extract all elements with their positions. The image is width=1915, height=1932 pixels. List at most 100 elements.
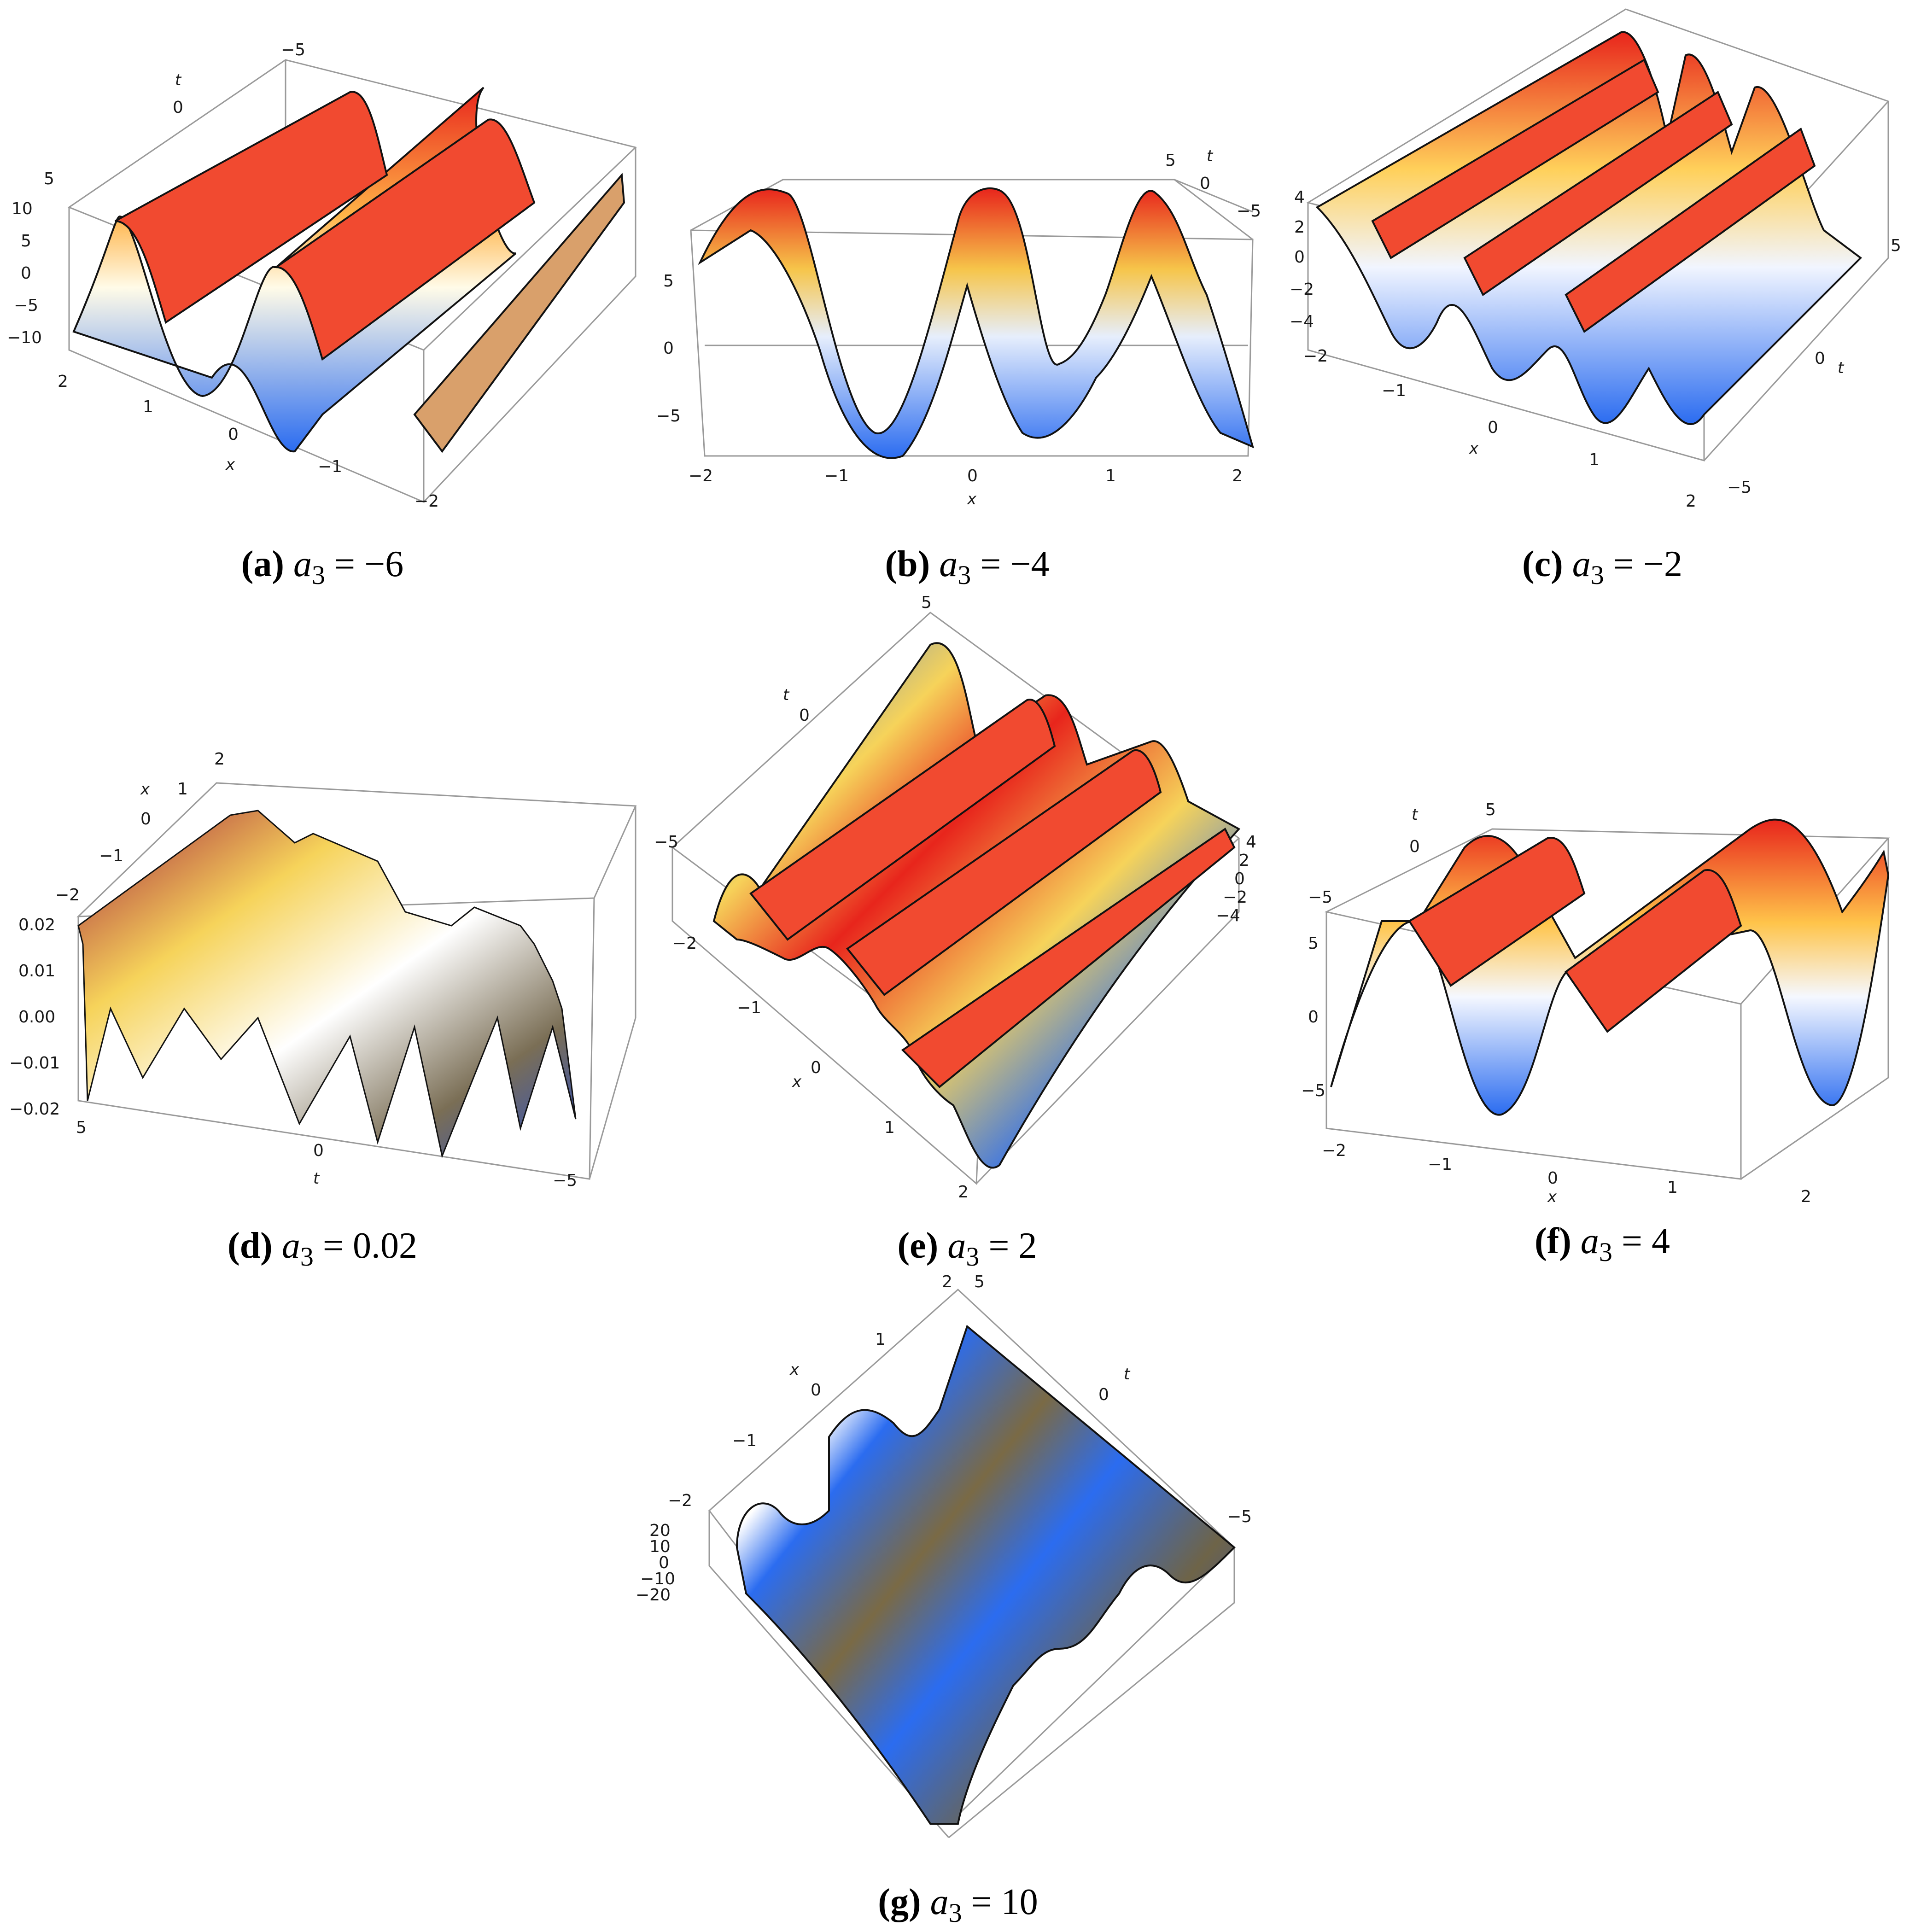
caption-d: (d) a3 = 0.02 bbox=[228, 1226, 417, 1272]
tick-label: 5 bbox=[921, 593, 932, 612]
tick-label: 0 bbox=[663, 339, 674, 358]
surface-plot-g: 2 1 0 −1 −2 x 5 0 −5 t 20 10 0 −10 −20 bbox=[636, 1272, 1252, 1839]
tick-label: −5 bbox=[1727, 478, 1752, 497]
z-axis-ticks: 10 5 0 −5 −10 bbox=[7, 199, 42, 347]
axis-name-t: t bbox=[313, 1169, 320, 1188]
tick-label: −5 bbox=[1301, 1081, 1325, 1100]
tick-label: 5 bbox=[1165, 151, 1176, 170]
tick-label: −10 bbox=[640, 1570, 675, 1588]
tick-label: 0.02 bbox=[18, 916, 55, 934]
tick-label: 0 bbox=[140, 810, 151, 829]
tick-label: 5 bbox=[663, 272, 674, 291]
x-axis-ticks: 2 1 0 −1 −2 bbox=[58, 372, 439, 511]
x-axis-ticks: −2 −1 0 1 2 bbox=[672, 934, 969, 1202]
tick-label: −1 bbox=[1382, 381, 1406, 400]
caption-f: (f) a3 = 4 bbox=[1534, 1221, 1670, 1267]
wave-tail bbox=[413, 173, 625, 453]
tick-label: −2 bbox=[415, 492, 439, 511]
tick-label: −5 bbox=[553, 1171, 577, 1190]
tick-label: 2 bbox=[1686, 492, 1696, 511]
x-axis-ticks: 2 1 0 −1 −2 bbox=[668, 1272, 952, 1510]
tick-label: −5 bbox=[14, 296, 38, 315]
tick-label: 2 bbox=[1232, 467, 1243, 485]
tick-label: 0 bbox=[228, 425, 239, 444]
tick-label: 0 bbox=[173, 98, 183, 117]
tick-label: 2 bbox=[958, 1183, 969, 1202]
tick-label: 5 bbox=[1308, 934, 1319, 953]
axis-name-t: t bbox=[175, 71, 182, 89]
surface-plot-e: 5 0 −5 t −2 −1 0 1 2 x 4 2 0 −2 −4 bbox=[654, 593, 1256, 1202]
tick-label: −5 bbox=[1308, 888, 1332, 907]
t-axis-ticks: 5 0 −5 bbox=[974, 1272, 1252, 1526]
tick-label: −1 bbox=[1428, 1155, 1452, 1174]
tick-label: 0 bbox=[313, 1141, 324, 1160]
tick-label: 0 bbox=[659, 1553, 669, 1572]
axis-name-x: x bbox=[1547, 1188, 1557, 1206]
tick-label: 5 bbox=[76, 1118, 87, 1137]
wave-ridge bbox=[1408, 837, 1586, 987]
z-axis-ticks: 5 0 −5 bbox=[1301, 934, 1325, 1100]
wave-surface bbox=[736, 1325, 1236, 1825]
panel-e: 5 0 −5 t −2 −1 0 1 2 x 4 2 0 −2 −4 (e) a… bbox=[645, 590, 1290, 1290]
x-axis-ticks: −2 −1 0 1 2 bbox=[1322, 1141, 1811, 1206]
t-axis-ticks: 5 0 −5 bbox=[1727, 236, 1901, 497]
axis-name-x: x bbox=[140, 780, 150, 799]
tick-label: 4 bbox=[1294, 188, 1305, 207]
caption-g: (g) a3 = 10 bbox=[878, 1882, 1038, 1928]
t-axis-ticks: 5 0 −5 bbox=[1308, 800, 1496, 907]
tick-label: −10 bbox=[7, 328, 42, 347]
surface-plot-b: 5 0 −5 5 0 −5 t −2 −1 0 1 2 x bbox=[656, 147, 1261, 508]
tick-label: 0 bbox=[967, 467, 978, 485]
tick-label: 20 bbox=[649, 1521, 671, 1540]
tick-label: 0.00 bbox=[18, 1008, 55, 1027]
tick-label: 0 bbox=[799, 706, 810, 725]
caption-b: (b) a3 = −4 bbox=[885, 544, 1050, 590]
t-axis-ticks: 5 0 −5 bbox=[654, 593, 932, 852]
tick-label: 1 bbox=[875, 1330, 886, 1349]
z-axis-ticks: 4 2 0 −2 −4 bbox=[1216, 833, 1256, 925]
axis-name-t: t bbox=[1207, 147, 1214, 165]
tick-label: 0 bbox=[811, 1058, 821, 1077]
tick-label: −4 bbox=[1216, 906, 1240, 925]
tick-label: 2 bbox=[1294, 218, 1305, 237]
tick-label: 0 bbox=[21, 264, 31, 283]
caption-c: (c) a3 = −2 bbox=[1522, 544, 1683, 590]
tick-label: −5 bbox=[281, 41, 305, 59]
tick-label: 10 bbox=[12, 199, 33, 218]
tick-label: −1 bbox=[737, 998, 761, 1017]
t-axis-ticks: −5 0 5 bbox=[44, 41, 305, 188]
wave-ridge bbox=[273, 118, 536, 361]
tick-label: −1 bbox=[99, 846, 123, 865]
tick-label: 0.01 bbox=[18, 962, 55, 981]
tick-label: −1 bbox=[824, 467, 849, 485]
tick-label: 2 bbox=[1801, 1187, 1811, 1206]
tick-label: 1 bbox=[143, 397, 153, 416]
panel-b: 5 0 −5 5 0 −5 t −2 −1 0 1 2 x (b) a3 = −… bbox=[645, 0, 1290, 599]
tick-label: 2 bbox=[214, 750, 225, 769]
axis-name-t: t bbox=[1838, 359, 1845, 377]
tick-label: 2 bbox=[58, 372, 68, 391]
tick-label: 0 bbox=[1409, 837, 1420, 856]
tick-label: 0 bbox=[1547, 1169, 1558, 1188]
axis-name-x: x bbox=[792, 1073, 802, 1091]
tick-label: 5 bbox=[974, 1272, 985, 1291]
tick-label: 0 bbox=[1294, 248, 1305, 267]
tick-label: −5 bbox=[654, 833, 678, 852]
axis-name-x: x bbox=[789, 1360, 800, 1379]
panel-g: 2 1 0 −1 −2 x 5 0 −5 t 20 10 0 −10 −20 (… bbox=[636, 1271, 1280, 1932]
panel-c: 4 2 0 −2 −4 −2 −1 0 1 2 x 5 0 −5 t (c) a… bbox=[1290, 0, 1915, 599]
tick-label: −5 bbox=[1227, 1507, 1252, 1526]
wave-ridge bbox=[901, 828, 1236, 1088]
tick-label: −2 bbox=[55, 886, 80, 905]
tick-label: 1 bbox=[1589, 450, 1600, 469]
x-axis-ticks: −2 −1 0 1 2 bbox=[1303, 347, 1696, 511]
tick-label: −2 bbox=[672, 934, 697, 953]
surface-plot-d: 2 1 0 −1 −2 x 0.02 0.01 0.00 −0.01 −0.02… bbox=[9, 750, 637, 1190]
tick-label: −5 bbox=[656, 407, 681, 426]
wave-ridge bbox=[846, 749, 1162, 996]
tick-label: −1 bbox=[318, 457, 342, 476]
tick-label: −2 bbox=[1303, 347, 1328, 366]
wave-ridge bbox=[1565, 869, 1742, 1033]
tick-label: 10 bbox=[649, 1537, 671, 1556]
z-axis-ticks: 5 0 −5 bbox=[656, 272, 681, 426]
